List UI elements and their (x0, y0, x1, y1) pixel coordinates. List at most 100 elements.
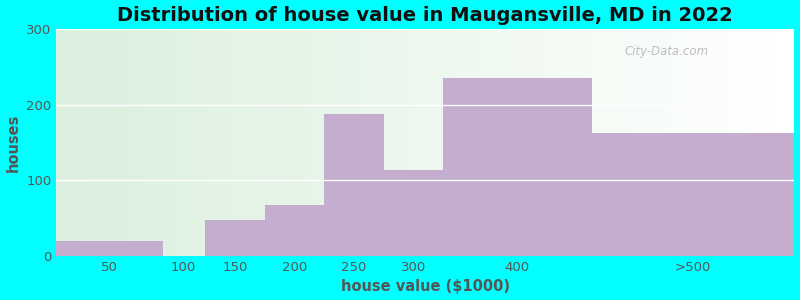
Bar (630, 29, 632, 256)
Bar (103, 29, 106, 256)
Bar (748, 29, 750, 256)
Bar (174, 29, 177, 256)
Bar (216, 29, 218, 256)
Bar (312, 29, 314, 256)
Bar (265, 205, 324, 256)
Bar (504, 29, 506, 256)
Bar (662, 29, 664, 256)
Bar (234, 29, 236, 256)
Bar (344, 29, 346, 256)
Bar (293, 29, 295, 256)
Bar (548, 29, 551, 256)
Bar (792, 29, 794, 256)
Bar (610, 29, 612, 256)
Text: City-Data.com: City-Data.com (625, 45, 709, 58)
Bar (728, 29, 730, 256)
Bar (666, 29, 669, 256)
Bar (657, 29, 659, 256)
Bar (258, 29, 261, 256)
Bar (115, 29, 118, 256)
Bar (374, 29, 376, 256)
Bar (189, 29, 191, 256)
Bar (691, 29, 694, 256)
Bar (465, 29, 467, 256)
Bar (652, 29, 654, 256)
Bar (282, 29, 285, 256)
Bar (391, 29, 394, 256)
Bar (472, 29, 474, 256)
Bar (502, 29, 504, 256)
Bar (167, 29, 170, 256)
Bar (607, 29, 610, 256)
Bar (529, 29, 531, 256)
Bar (458, 29, 460, 256)
Bar (194, 29, 197, 256)
Bar (243, 29, 246, 256)
Bar (790, 29, 792, 256)
Bar (364, 29, 366, 256)
Bar (369, 29, 371, 256)
Bar (177, 29, 179, 256)
Bar (467, 29, 470, 256)
Bar (113, 29, 115, 256)
Bar (703, 29, 706, 256)
Bar (396, 29, 398, 256)
Bar (440, 29, 442, 256)
Bar (762, 29, 765, 256)
Bar (684, 29, 686, 256)
Bar (698, 29, 701, 256)
Bar (319, 29, 322, 256)
Bar (135, 29, 138, 256)
Bar (339, 29, 342, 256)
Bar (357, 29, 359, 256)
Bar (93, 29, 95, 256)
Bar (767, 29, 770, 256)
Bar (206, 29, 209, 256)
Bar (223, 29, 226, 256)
Bar (778, 29, 780, 256)
Bar (575, 29, 578, 256)
Bar (716, 29, 718, 256)
Bar (566, 29, 568, 256)
Bar (300, 29, 302, 256)
Bar (678, 29, 682, 256)
Bar (637, 29, 639, 256)
Bar (268, 29, 270, 256)
Bar (142, 29, 145, 256)
Bar (342, 29, 344, 256)
Bar (170, 29, 172, 256)
Bar (186, 29, 189, 256)
Bar (221, 29, 223, 256)
Bar (408, 29, 410, 256)
Bar (578, 29, 580, 256)
Bar (634, 29, 637, 256)
Bar (671, 29, 674, 256)
Bar (534, 29, 536, 256)
Bar (122, 29, 125, 256)
Bar (317, 29, 319, 256)
Bar (546, 29, 548, 256)
Bar (570, 29, 573, 256)
Bar (253, 29, 255, 256)
Bar (738, 29, 740, 256)
Bar (524, 29, 526, 256)
Bar (98, 29, 101, 256)
Bar (494, 29, 497, 256)
Y-axis label: houses: houses (6, 113, 21, 172)
Bar (479, 29, 482, 256)
Bar (81, 29, 83, 256)
Bar (618, 29, 620, 256)
Bar (371, 29, 374, 256)
Bar (290, 29, 293, 256)
Bar (758, 29, 760, 256)
Bar (418, 29, 421, 256)
Bar (718, 29, 721, 256)
Bar (325, 29, 327, 256)
Bar (490, 29, 492, 256)
Bar (470, 29, 472, 256)
Bar (56, 29, 58, 256)
Bar (428, 29, 430, 256)
Bar (600, 29, 602, 256)
Bar (378, 29, 381, 256)
Bar (354, 29, 357, 256)
